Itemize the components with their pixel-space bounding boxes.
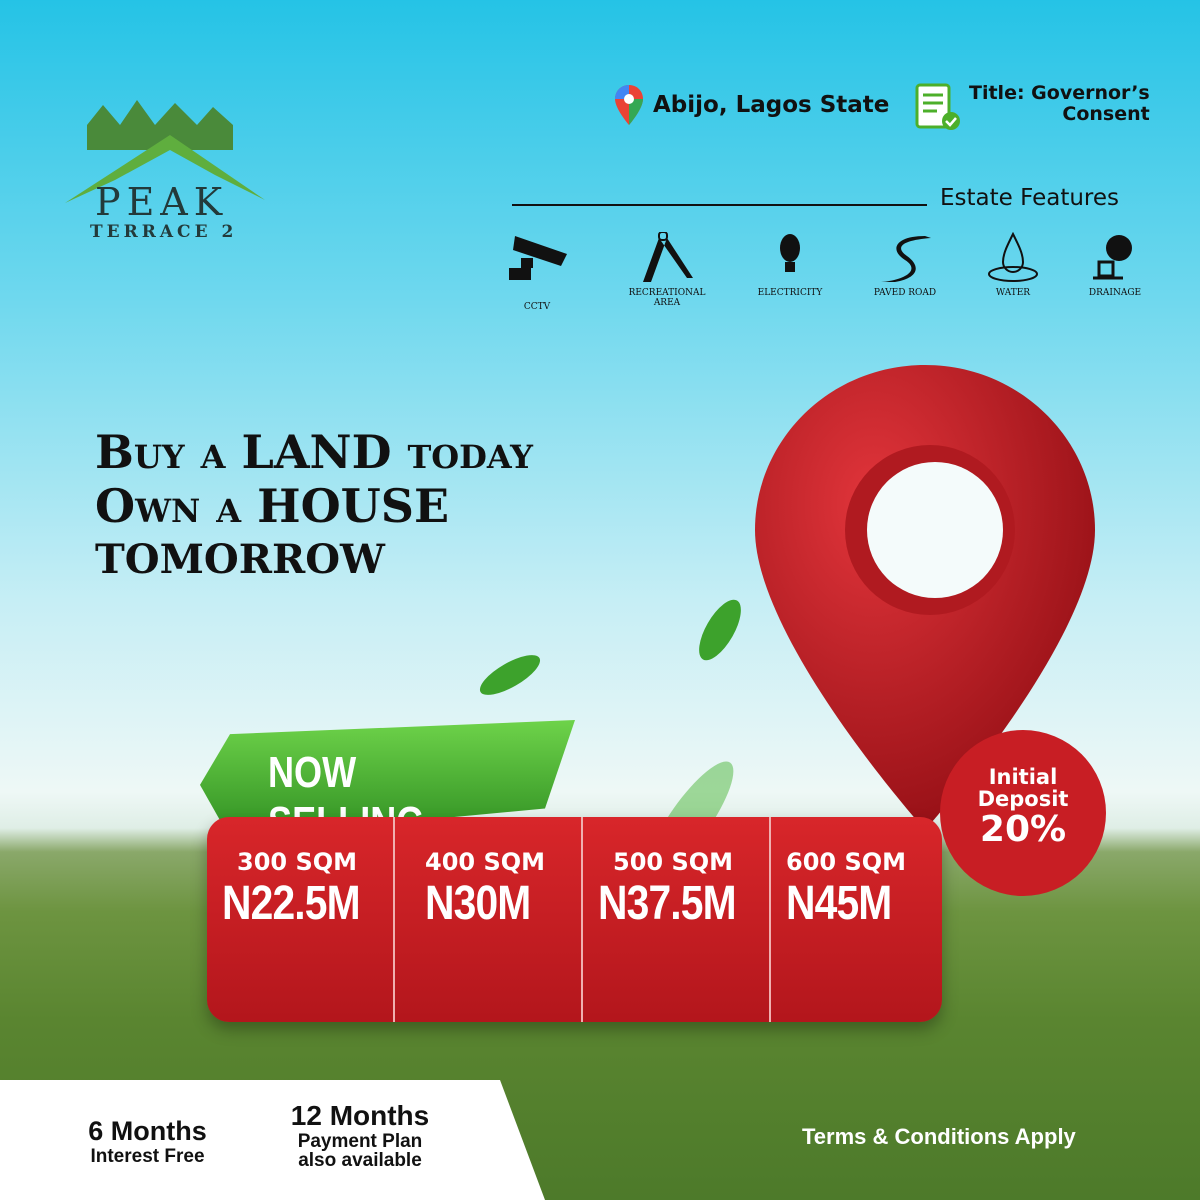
price-option: 600 SQM N45M (771, 817, 942, 1022)
plot-price: N22.5M (222, 877, 361, 930)
road-icon (881, 236, 931, 282)
headline: Buy a LAND today Own a HOUSE tomorrow (95, 425, 533, 587)
logo-name: PEAK (95, 180, 229, 224)
feature-electricity: Electricity (740, 232, 840, 298)
feature-label: Water (995, 288, 1031, 298)
cctv-camera-icon (509, 236, 567, 280)
price-option: 400 SQM N30M (395, 817, 583, 1022)
feature-label: Recreational area (628, 288, 706, 308)
feature-label: Electricity (757, 288, 823, 298)
location-text: Abijo, Lagos State (653, 92, 890, 118)
feature-paved-road: Paved road (855, 232, 955, 298)
title-line2: Consent (1062, 103, 1150, 125)
feature-drainage: Drainage (1065, 232, 1165, 298)
plot-size: 600 SQM (786, 848, 907, 876)
feature-label: CCTV (523, 302, 551, 312)
payment-title: 6 Months (88, 1116, 207, 1146)
price-option: 300 SQM N22.5M (207, 817, 395, 1022)
feature-label: Drainage (1088, 288, 1142, 298)
headline-line2: Own a HOUSE (95, 479, 450, 533)
price-option: 500 SQM N37.5M (583, 817, 771, 1022)
payment-option-12: 12 Months Payment Plan also available (270, 1100, 450, 1171)
price-table: 300 SQM N22.5M 400 SQM N30M 500 SQM N37.5M … (207, 817, 942, 1022)
plot-price: N30M (425, 877, 531, 930)
terms-text: Terms & Conditions Apply (802, 1124, 1076, 1149)
logo: PEAK TERRACE 2 (65, 95, 275, 245)
payment-option-6: 6 Months Interest Free (70, 1116, 225, 1167)
plot-price: N45M (786, 877, 892, 930)
headline-line1: Buy a LAND today (95, 425, 533, 479)
map-pin-icon (615, 85, 643, 125)
plot-size: 400 SQM (425, 848, 546, 876)
light-bulb-icon (780, 234, 800, 272)
payment-panel (0, 1080, 545, 1200)
playground-slide-icon (643, 231, 693, 282)
feature-label: Paved road (873, 288, 937, 298)
location: Abijo, Lagos State (615, 85, 889, 125)
feature-recreational: Recreational area (617, 231, 717, 308)
payment-title: 12 Months (290, 1100, 430, 1131)
payment-sub: also available (298, 1150, 422, 1171)
water-drop-icon (988, 231, 1038, 282)
mountain-logo-icon (65, 100, 265, 203)
drainage-icon (1093, 235, 1132, 280)
plot-price: N37.5M (598, 877, 737, 930)
features-heading: Estate Features (940, 185, 1120, 211)
payment-sub: Payment Plan (297, 1131, 423, 1152)
feature-water: Water (963, 231, 1063, 298)
title-line1: Title: Governor’s (969, 82, 1150, 104)
feature-cctv: CCTV (487, 232, 587, 312)
title-document: Title: Governor’s Consent (915, 83, 1150, 131)
deposit-value: 20% (979, 809, 1067, 850)
plot-size: 300 SQM (237, 848, 358, 876)
deposit-badge: Initial Deposit 20% (940, 730, 1106, 896)
deposit-line1: Initial (988, 765, 1058, 789)
plot-size: 500 SQM (613, 848, 734, 876)
logo-subtitle: TERRACE 2 (90, 222, 238, 242)
headline-line3: tomorrow (95, 536, 385, 583)
document-check-icon (915, 83, 960, 130)
location-pin-graphic-icon (755, 365, 1095, 830)
payment-sub: Interest Free (90, 1146, 205, 1167)
deposit-line2: Deposit (977, 787, 1069, 811)
features-divider (512, 204, 927, 206)
